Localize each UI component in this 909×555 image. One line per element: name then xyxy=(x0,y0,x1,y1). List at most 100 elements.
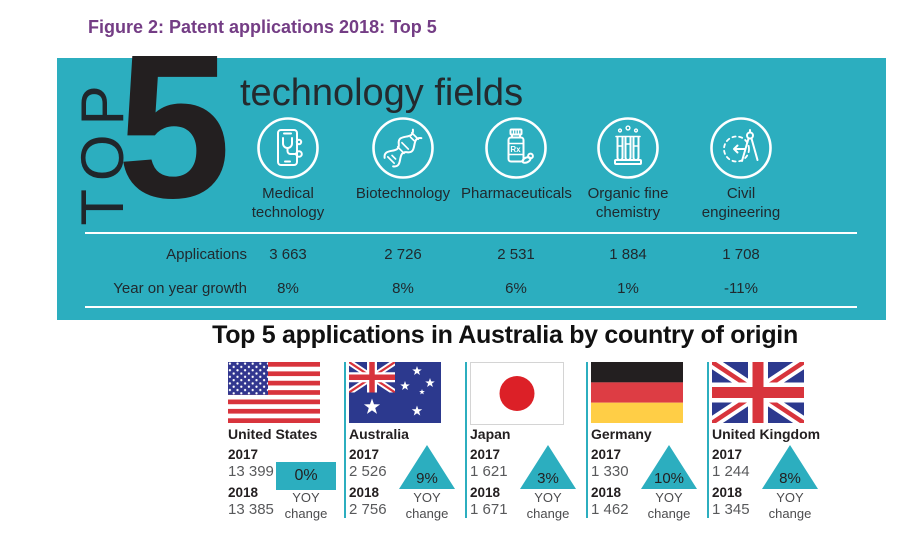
yoy-percent: 10% xyxy=(653,470,685,487)
figure-title: Figure 2: Patent applications 2018: Top … xyxy=(88,17,437,37)
year-value: 2 526 xyxy=(349,463,387,480)
year-label: 2017 xyxy=(712,447,743,462)
germany-flag-icon xyxy=(591,362,683,423)
year-label: 2018 xyxy=(228,485,259,500)
applications-value: 1 708 xyxy=(722,246,760,263)
applications-row-label: Applications xyxy=(166,246,247,263)
applications-value: 1 884 xyxy=(609,246,647,263)
column-divider xyxy=(707,362,709,518)
tech-column-organic-chemistry: Organic fine chemistry xyxy=(573,116,683,223)
applications-value: 2 726 xyxy=(384,246,422,263)
dna-icon xyxy=(371,116,435,180)
tech-field-label: Pharmaceuticals xyxy=(461,185,572,202)
tech-field-label: Medical technology xyxy=(251,185,325,221)
australia-panel-heading: Top 5 applications in Australia by count… xyxy=(212,321,798,349)
applications-value: 2 531 xyxy=(497,246,535,263)
change-word: change xyxy=(526,505,570,521)
yoy-percent: 8% xyxy=(779,470,801,487)
growth-value: 8% xyxy=(392,280,414,297)
year-label: 2018 xyxy=(591,485,622,500)
column-divider xyxy=(465,362,467,518)
tech-column-pharmaceuticals: Rx Pharmaceuticals xyxy=(461,116,572,204)
year-value: 1 462 xyxy=(591,501,629,518)
tech-column-biotechnology: Biotechnology xyxy=(348,116,458,204)
year-label: 2018 xyxy=(470,485,501,500)
column-divider xyxy=(344,362,346,518)
country-name: Australia xyxy=(349,426,409,442)
change-word: change xyxy=(284,505,328,521)
tech-field-label: Biotechnology xyxy=(355,185,451,202)
australia-flag-icon xyxy=(349,362,441,423)
table-divider-top xyxy=(85,232,857,234)
change-word: change xyxy=(647,505,691,521)
yoy-word: YOY xyxy=(776,490,804,505)
change-word: change xyxy=(768,505,812,521)
tech-field-label: Organic fine chemistry xyxy=(587,185,669,221)
country-column-united-states: United States 2017 13 399 2018 13 385 0%… xyxy=(228,362,340,530)
yoy-word: YOY xyxy=(413,490,441,505)
country-name: Germany xyxy=(591,426,652,442)
year-label: 2017 xyxy=(228,447,259,462)
year-value: 1 244 xyxy=(712,463,750,480)
growth-value: -11% xyxy=(724,280,758,297)
tech-column-medical: Medical technology xyxy=(233,116,343,223)
country-column-united-kingdom: United Kingdom 2017 1 244 2018 1 345 8% … xyxy=(712,362,824,530)
column-divider xyxy=(586,362,588,518)
yoy-indicator-triangle: 8% YOY change xyxy=(758,444,822,522)
big-number-5: 5 xyxy=(117,12,231,241)
table-divider-bottom xyxy=(85,306,857,308)
united-kingdom-flag-icon xyxy=(712,362,804,423)
growth-triangle-icon: 3% xyxy=(519,444,577,490)
drafting-compass-icon xyxy=(709,116,773,180)
growth-row-label: Year on year growth xyxy=(113,280,247,297)
growth-value: 1% xyxy=(617,280,639,297)
test-tubes-icon xyxy=(596,116,660,180)
united-states-flag-icon xyxy=(228,362,320,423)
year-value: 1 330 xyxy=(591,463,629,480)
country-name: Japan xyxy=(470,426,511,442)
japan-flag-icon xyxy=(470,362,564,425)
change-word: change xyxy=(405,505,449,521)
growth-value: 6% xyxy=(505,280,527,297)
technology-fields-heading: technology fields xyxy=(240,72,524,114)
yoy-indicator-triangle: 3% YOY change xyxy=(516,444,580,522)
yoy-word: YOY xyxy=(655,490,683,505)
year-label: 2017 xyxy=(470,447,501,462)
yoy-word: YOY xyxy=(534,490,562,505)
country-column-germany: Germany 2017 1 330 2018 1 462 10% YOY ch… xyxy=(591,362,703,530)
yoy-percent: 9% xyxy=(416,470,438,487)
yoy-indicator-square: 0% YOY change xyxy=(274,444,338,522)
applications-value: 3 663 xyxy=(269,246,307,263)
yoy-indicator-triangle: 10% YOY change xyxy=(637,444,701,522)
yoy-indicator-triangle: 9% YOY change xyxy=(395,444,459,522)
year-label: 2018 xyxy=(349,485,380,500)
tech-field-label: Civil engineering xyxy=(701,185,781,221)
year-value: 2 756 xyxy=(349,501,387,518)
year-label: 2017 xyxy=(591,447,622,462)
country-name: United States xyxy=(228,426,318,442)
growth-triangle-icon: 8% xyxy=(761,444,819,490)
year-label: 2018 xyxy=(712,485,743,500)
growth-triangle-icon: 9% xyxy=(398,444,456,490)
country-column-australia: Australia 2017 2 526 2018 2 756 9% YOY c… xyxy=(349,362,461,530)
year-value: 13 385 xyxy=(228,501,274,518)
pill-bottle-icon: Rx xyxy=(484,116,548,180)
year-value: 1 345 xyxy=(712,501,750,518)
yoy-word: YOY xyxy=(292,490,320,505)
year-value: 13 399 xyxy=(228,463,274,480)
top5-technology-panel xyxy=(57,58,886,320)
growth-triangle-icon: 10% xyxy=(640,444,698,490)
medical-technology-icon xyxy=(256,116,320,180)
year-label: 2017 xyxy=(349,447,380,462)
growth-value: 8% xyxy=(277,280,299,297)
year-value: 1 671 xyxy=(470,501,508,518)
year-value: 1 621 xyxy=(470,463,508,480)
no-change-square-icon: 0% xyxy=(276,462,336,490)
country-column-japan: Japan 2017 1 621 2018 1 671 3% YOY chang… xyxy=(470,362,582,530)
yoy-percent: 0% xyxy=(294,467,318,484)
country-name: United Kingdom xyxy=(712,426,821,442)
svg-text:Rx: Rx xyxy=(510,145,521,154)
tech-column-civil-engineering: Civil engineering xyxy=(686,116,796,223)
yoy-percent: 3% xyxy=(537,470,559,487)
